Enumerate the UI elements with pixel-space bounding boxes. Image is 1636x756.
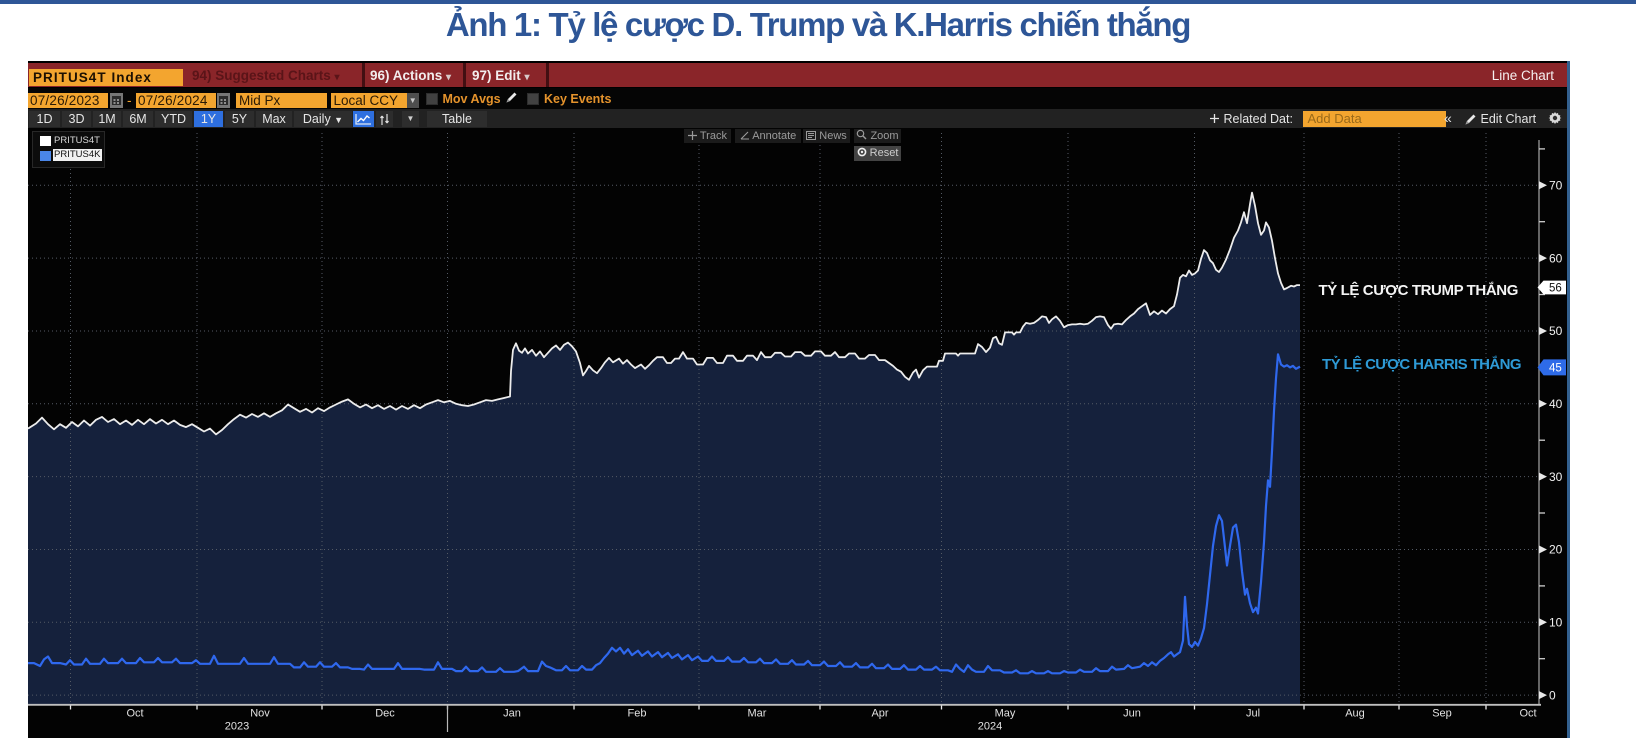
svg-text:40: 40 (1549, 397, 1563, 411)
svg-text:56: 56 (1549, 283, 1562, 295)
svg-text:2024: 2024 (978, 721, 1002, 733)
svg-text:Mar: Mar (748, 708, 767, 720)
svg-text:10: 10 (1549, 616, 1563, 630)
svg-text:50: 50 (1549, 324, 1563, 338)
svg-text:Oct: Oct (126, 708, 143, 720)
svg-text:Jun: Jun (1123, 708, 1141, 720)
svg-text:May: May (995, 708, 1016, 720)
svg-text:Sep: Sep (1432, 708, 1452, 720)
svg-text:60: 60 (1549, 251, 1563, 265)
svg-text:Nov: Nov (250, 708, 270, 720)
svg-text:20: 20 (1549, 543, 1563, 557)
svg-text:2023: 2023 (225, 721, 249, 733)
svg-text:Feb: Feb (628, 708, 647, 720)
svg-text:45: 45 (1549, 363, 1562, 375)
svg-text:Dec: Dec (375, 708, 395, 720)
svg-text:Apr: Apr (871, 708, 888, 720)
svg-text:70: 70 (1549, 179, 1563, 193)
svg-text:Oct: Oct (1519, 708, 1536, 720)
svg-text:Jan: Jan (503, 708, 521, 720)
svg-text:Aug: Aug (1345, 708, 1365, 720)
svg-text:Jul: Jul (1246, 708, 1260, 720)
svg-text:30: 30 (1549, 470, 1563, 484)
svg-text:0: 0 (1549, 688, 1556, 702)
